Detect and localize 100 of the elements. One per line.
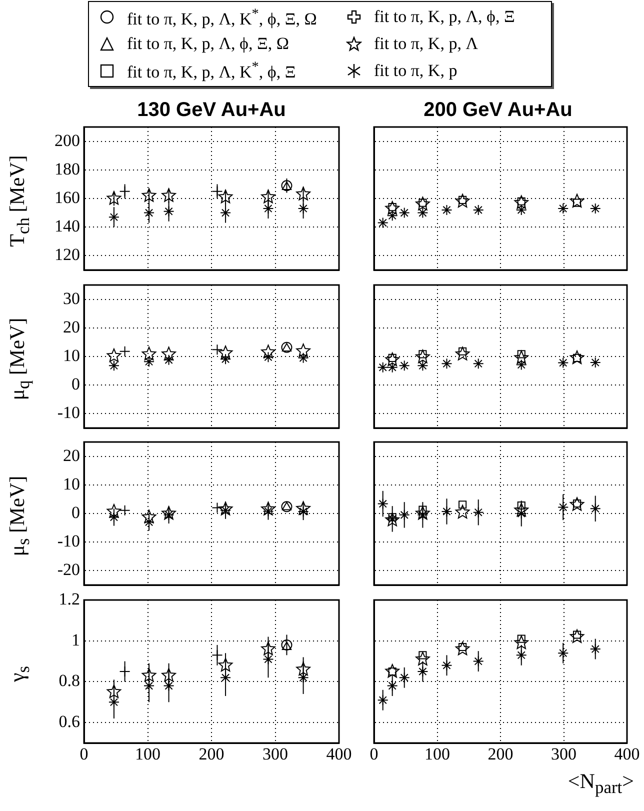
point [108, 696, 120, 708]
x-tick-label: 400 [614, 744, 640, 764]
point [570, 629, 584, 643]
y-tick-label: 200 [54, 130, 80, 150]
point [162, 506, 176, 520]
point [416, 350, 430, 364]
y-tick-label: -10 [57, 532, 80, 551]
point [377, 498, 388, 510]
point [516, 650, 527, 661]
point [455, 642, 470, 656]
x-axis-title: <N$_{part}$> [568, 769, 634, 798]
point [218, 502, 233, 516]
y-tick-label: 0.8 [58, 671, 80, 690]
y-tick-label: 1 [72, 630, 80, 650]
x-tick-label: 400 [326, 744, 352, 764]
point [416, 652, 430, 666]
y-tick-label: -10 [57, 403, 80, 422]
y-tick-label: 10 [63, 346, 80, 365]
x-tick-label: 0 [370, 744, 378, 764]
point [144, 680, 155, 692]
point [398, 207, 410, 218]
point [558, 648, 569, 659]
point [220, 354, 232, 365]
point [514, 350, 529, 364]
point [108, 512, 120, 523]
point [455, 504, 470, 519]
x-tick-label: 300 [262, 744, 288, 764]
point [108, 360, 120, 372]
y-tick-label: 120 [54, 245, 80, 264]
x-tick-label: 100 [135, 744, 160, 764]
point [261, 344, 276, 358]
point [163, 680, 174, 692]
point [514, 635, 529, 650]
point [296, 344, 310, 358]
y-tick-label: 10 [63, 474, 80, 494]
point [298, 672, 309, 684]
point [142, 510, 156, 524]
y-tick-label: 160 [54, 188, 80, 207]
point [455, 194, 470, 208]
point [163, 354, 174, 366]
point [218, 658, 233, 672]
point [296, 501, 310, 515]
point [416, 506, 430, 520]
point [386, 210, 398, 222]
point [106, 684, 122, 698]
point [590, 644, 601, 655]
point [108, 212, 120, 223]
point [385, 201, 400, 215]
point [472, 506, 484, 518]
point [590, 503, 601, 514]
point [162, 346, 176, 360]
point [385, 352, 400, 366]
x-tick-label: 300 [551, 744, 576, 764]
point [472, 204, 484, 216]
point [163, 206, 174, 217]
legend-label: fit to π, K, p, Λ, K$^{*}$, ϕ, Ξ, Ω [127, 6, 317, 30]
point [385, 664, 400, 678]
point [261, 502, 276, 516]
point [570, 194, 584, 208]
y-tick-label: 1.2 [58, 589, 80, 608]
point [441, 204, 452, 216]
point [472, 656, 484, 667]
legend-label: fit to π, K, p, Λ [374, 34, 478, 54]
point [514, 502, 529, 517]
y-tick-label: 0.6 [58, 712, 80, 732]
text: fit to π, K, p, Λ, K$^{*}$, ϕ, Ξ [127, 58, 296, 82]
x-tick-label: 100 [424, 744, 450, 764]
point [106, 504, 122, 518]
point [386, 680, 398, 692]
point [398, 360, 410, 372]
point [298, 352, 309, 364]
point [220, 207, 232, 218]
point [472, 358, 484, 370]
x-tick-label: 200 [198, 744, 224, 764]
point [298, 203, 309, 214]
legend-label: fit to π, K, p, Λ, ϕ, Ξ, Ω [127, 34, 290, 54]
point [262, 203, 274, 214]
point [514, 195, 529, 209]
point [106, 348, 122, 362]
point [144, 356, 155, 368]
point [142, 346, 156, 360]
point [455, 346, 470, 360]
point [516, 359, 527, 370]
point [417, 207, 428, 218]
point [144, 516, 155, 528]
point [142, 668, 156, 682]
point [398, 672, 410, 684]
point [377, 694, 388, 706]
point [261, 642, 276, 656]
y-tick-label: 180 [54, 159, 80, 178]
point [558, 203, 569, 214]
x-tick-label: 200 [488, 744, 514, 764]
point [516, 204, 527, 216]
point [261, 190, 276, 204]
legend-label: fit to π, K, p, Λ, ϕ, Ξ [374, 7, 515, 28]
point [220, 672, 232, 684]
y-tick-label: 30 [63, 288, 80, 308]
point [417, 360, 428, 372]
point [218, 346, 233, 360]
point [416, 196, 430, 210]
